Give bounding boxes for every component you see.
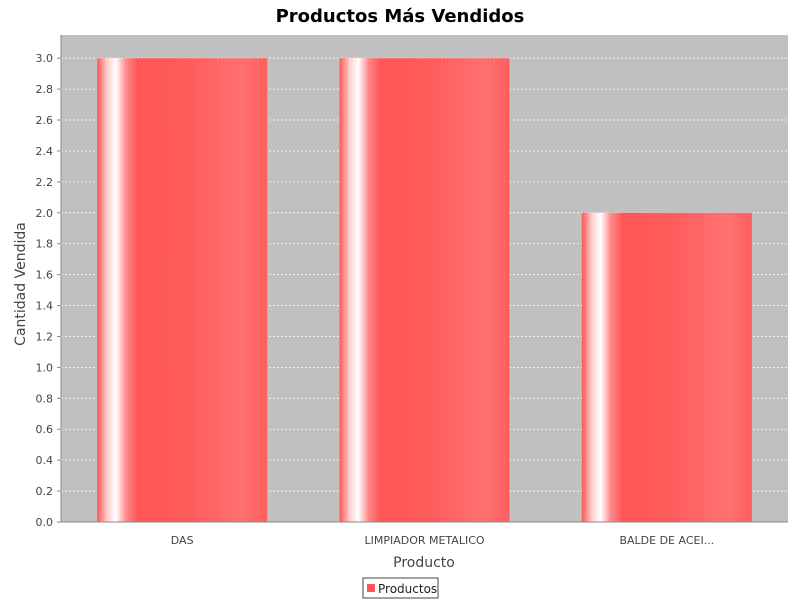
bar — [97, 58, 268, 522]
y-tick-label: 1.2 — [36, 330, 54, 343]
y-tick-label: 2.6 — [36, 114, 54, 127]
bar — [581, 212, 752, 523]
y-tick-label: 2.2 — [36, 176, 54, 189]
bars — [97, 58, 752, 523]
y-tick-label: 2.4 — [36, 145, 54, 158]
y-tick-label: 0.2 — [36, 485, 54, 498]
y-tick-label: 0.4 — [36, 454, 54, 467]
x-tick-label: BALDE DE ACEI... — [619, 534, 714, 547]
legend-swatch — [367, 584, 375, 592]
x-tick-label: DAS — [171, 534, 194, 547]
y-tick-label: 2.0 — [36, 207, 54, 220]
legend: Productos — [362, 577, 439, 599]
y-tick-label: 0.0 — [36, 516, 54, 529]
y-tick-label: 2.8 — [36, 83, 54, 96]
bar — [339, 58, 510, 522]
y-tick-label: 1.4 — [36, 300, 54, 313]
x-tick-label: LIMPIADOR METALICO — [364, 534, 484, 547]
y-tick-label: 0.6 — [36, 423, 54, 436]
legend-label: Productos — [378, 582, 437, 596]
y-axis-label: Cantidad Vendida — [13, 222, 29, 346]
y-tick-label: 0.8 — [36, 392, 54, 405]
y-tick-label: 1.8 — [36, 238, 54, 251]
y-tick-label: 1.6 — [36, 269, 54, 282]
x-axis: DAS LIMPIADOR METALICO BALDE DE ACEI... — [171, 534, 714, 547]
x-axis-label: Producto — [393, 555, 455, 571]
y-tick-label: 3.0 — [36, 52, 54, 65]
chart-title: Productos Más Vendidos — [276, 6, 525, 27]
y-tick-label: 1.0 — [36, 361, 54, 374]
y-axis: 0.0 0.2 0.4 0.6 0.8 1.0 1.2 1.4 1.6 1.8 2.0 2.2 2.4 2… — [36, 52, 61, 529]
legend-box — [362, 577, 439, 599]
